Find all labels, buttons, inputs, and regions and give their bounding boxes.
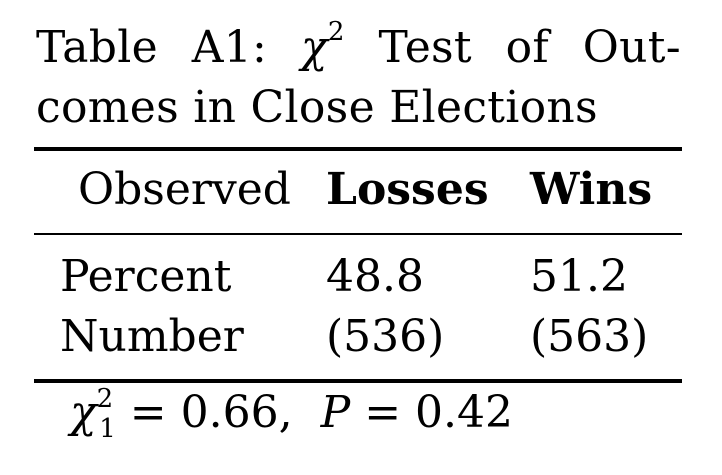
percent-wins-value: 51.2 <box>530 251 628 302</box>
footer-chi-value: = 0.66, <box>129 387 293 438</box>
chi-square-result: χ21 = 0.66, P = 0.42 <box>70 386 514 442</box>
footer-chi-symbol: χ <box>70 387 97 438</box>
table-header-rule <box>34 233 682 235</box>
percent-losses-value: 48.8 <box>326 251 424 302</box>
footer-chi-sup: 2 <box>96 384 114 414</box>
table-top-rule <box>34 147 682 151</box>
caption-chi-squared: χ2 <box>301 18 345 78</box>
caption-chi-symbol: χ <box>300 22 328 73</box>
caption-word-table: Table <box>36 22 158 73</box>
header-losses: Losses <box>326 164 489 215</box>
caption-word-out: Out- <box>582 22 681 73</box>
row-label-number: Number <box>60 311 244 362</box>
number-wins-value: (563) <box>530 311 649 362</box>
table-caption-line-2: comes in Close Elections <box>36 82 598 133</box>
header-wins: Wins <box>530 164 653 215</box>
caption-chi-exponent: 2 <box>327 17 345 47</box>
footer-p-symbol: P <box>320 387 351 438</box>
footer-p-value: = 0.42 <box>364 387 514 438</box>
caption-word-test: Test <box>378 22 472 73</box>
caption-word-label: A1: <box>191 22 268 73</box>
number-losses-value: (536) <box>326 311 445 362</box>
footer-chi-sub: 1 <box>99 414 116 444</box>
row-label-percent: Percent <box>60 251 232 302</box>
table-caption-line-1: Table A1: χ2 Test of Out- <box>36 18 681 78</box>
table-bottom-rule <box>34 379 682 383</box>
header-observed: Observed <box>78 164 291 215</box>
caption-word-of: of <box>505 22 550 73</box>
